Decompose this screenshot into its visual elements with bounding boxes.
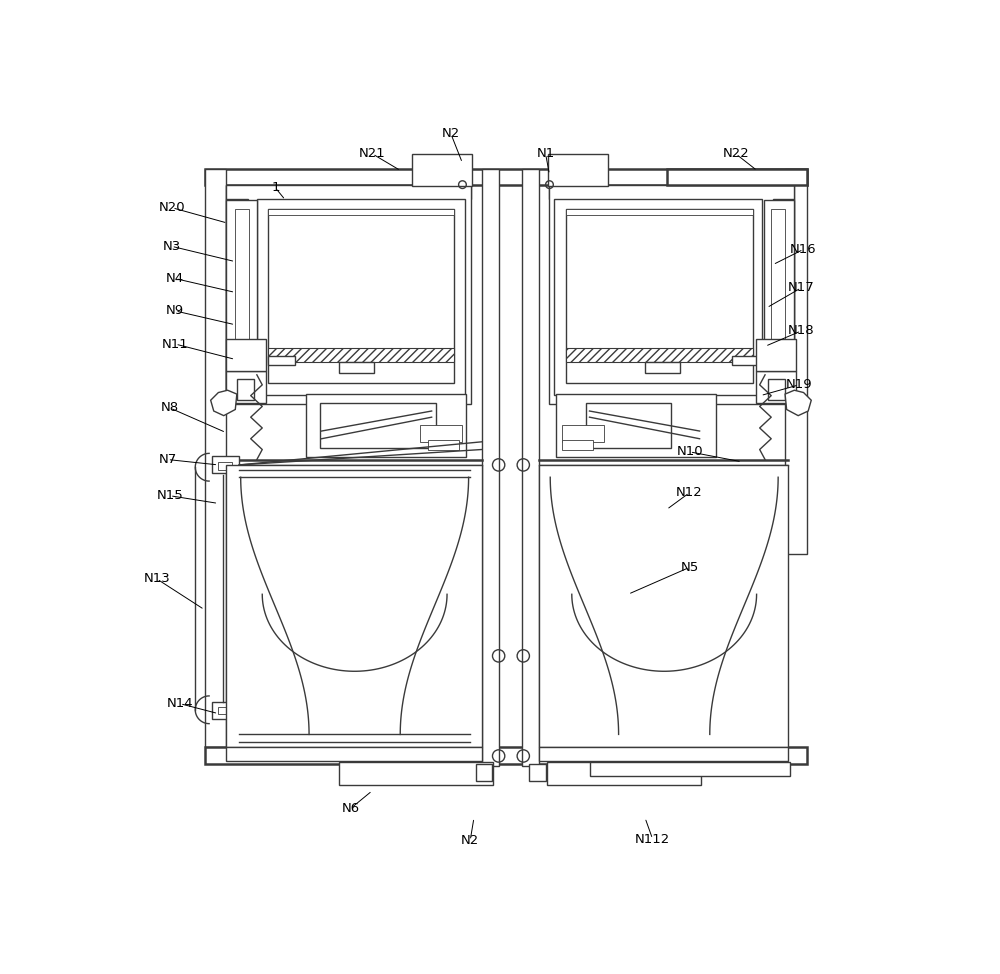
Text: N6: N6 [342,802,360,815]
Text: N19: N19 [786,378,812,392]
Text: N3: N3 [162,240,181,252]
Bar [586,403,671,448]
Bar [539,747,788,761]
Bar [226,199,248,398]
Bar [428,440,459,450]
Polygon shape [785,391,811,416]
Bar [771,209,785,394]
Text: N7: N7 [158,453,177,466]
Polygon shape [211,391,237,416]
Bar [785,169,807,554]
Text: N18: N18 [788,324,815,337]
Bar [235,209,249,394]
Bar [566,209,753,215]
Bar [773,199,794,398]
Bar [549,185,794,199]
Bar [268,348,454,361]
Bar [420,425,462,442]
Text: N16: N16 [790,243,817,256]
Bar [768,379,785,400]
Bar [566,348,753,361]
Bar [205,747,807,764]
Bar [522,169,539,766]
Bar [218,462,232,469]
Bar [339,361,374,373]
Bar [226,185,471,404]
Bar [226,465,482,747]
Text: N10: N10 [676,445,703,459]
Bar [566,209,753,383]
Bar [539,465,788,747]
Bar [548,154,608,186]
Bar [205,169,226,747]
Text: N1: N1 [536,147,555,161]
Bar [226,185,471,199]
Bar [756,339,796,371]
Text: N21: N21 [359,147,386,161]
Bar [212,702,239,719]
Bar [257,199,465,394]
Bar [482,169,499,766]
Bar [756,371,796,403]
Bar [306,394,466,457]
Bar [268,209,454,383]
Bar [764,200,794,400]
Bar [645,361,680,373]
Bar [226,200,257,400]
Bar [268,356,295,365]
Text: N5: N5 [680,561,699,574]
Bar [226,339,266,371]
Bar [562,425,604,442]
Text: N15: N15 [156,489,183,503]
Bar [205,169,807,185]
Bar [562,440,593,450]
Text: N11: N11 [162,338,189,351]
Text: N12: N12 [676,486,703,499]
Bar [732,356,759,365]
Text: N2: N2 [442,128,460,140]
Bar [556,394,716,457]
Bar [412,154,472,186]
Text: N13: N13 [143,573,170,585]
Text: N8: N8 [161,401,179,415]
Bar [339,762,493,785]
Bar [268,209,454,215]
Text: N22: N22 [722,147,749,161]
Bar [554,199,762,394]
Bar [320,403,436,448]
Bar [226,371,266,403]
Text: N17: N17 [788,281,815,294]
Text: 1: 1 [271,181,280,194]
Text: N20: N20 [159,202,185,214]
Bar [590,762,790,776]
Text: N14: N14 [167,697,193,710]
Text: N9: N9 [166,305,184,318]
Bar [529,764,546,780]
Text: N112: N112 [635,833,670,845]
Bar [226,747,482,761]
Bar [666,169,807,185]
Bar [549,185,794,404]
Bar [476,764,492,780]
Text: N4: N4 [166,272,184,285]
Bar [218,707,232,714]
Bar [547,762,701,785]
Bar [212,456,239,472]
Bar [237,379,254,400]
Text: N2: N2 [461,834,479,847]
